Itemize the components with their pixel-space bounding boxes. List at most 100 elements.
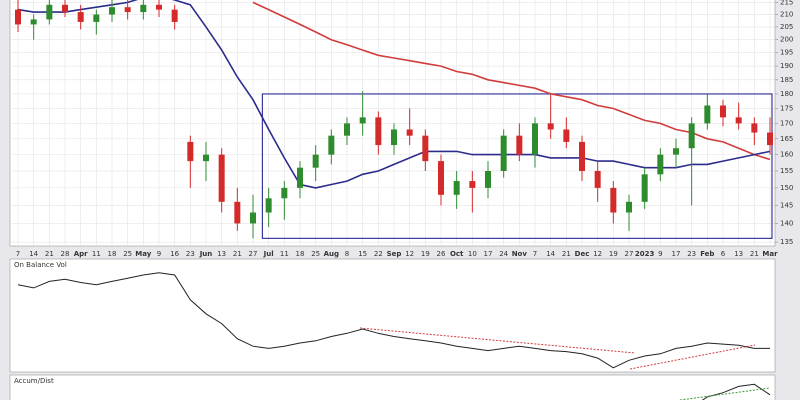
candle-body (218, 154, 225, 202)
trend-line (359, 327, 636, 354)
candle-body (751, 123, 758, 133)
x-tick-label: Oct (450, 250, 464, 258)
x-tick-label: 21 (45, 250, 54, 258)
candle-body (610, 187, 617, 213)
candle-body (375, 117, 382, 146)
candle-body (171, 9, 178, 22)
x-tick-label: 6 (721, 250, 726, 258)
candle-body (281, 187, 288, 199)
candle-body (30, 19, 37, 25)
candle-body (93, 14, 100, 22)
y-tick-label: 175 (780, 104, 793, 112)
candle-body (156, 4, 162, 10)
y-tick-label: 215 (780, 0, 793, 6)
candle-body (641, 174, 648, 202)
candle-body (438, 161, 444, 195)
line-series (252, 1, 771, 161)
candle-body (391, 129, 397, 146)
x-tick-label: May (135, 250, 151, 258)
candle-body (203, 154, 209, 162)
candle-body (109, 7, 115, 15)
candle-body (406, 129, 413, 136)
candle-body (328, 135, 335, 155)
candle-body (594, 170, 601, 188)
x-tick-label: 14 (29, 250, 38, 258)
candle-body (563, 129, 570, 142)
candle-body (187, 141, 194, 162)
y-tick-label: 135 (780, 238, 793, 246)
x-tick-label: 26 (437, 250, 446, 258)
x-tick-label: 24 (499, 250, 508, 258)
candle-body (735, 117, 742, 124)
line-series (17, 272, 770, 369)
x-tick-label: 14 (546, 250, 555, 258)
y-tick-label: 160 (780, 151, 793, 159)
candle-body (265, 198, 272, 213)
x-tick-label: 13 (734, 250, 743, 258)
panel-title: Accum/Dist (14, 377, 54, 385)
x-tick-label: Aug (324, 250, 339, 258)
y-tick-label: 185 (780, 76, 793, 84)
candle-body (469, 181, 476, 188)
x-tick-label: 13 (217, 250, 226, 258)
x-tick-label: 11 (92, 250, 101, 258)
x-tick-label: 2023 (635, 250, 655, 258)
candle-body (250, 212, 256, 224)
x-tick-label: 21 (750, 250, 759, 258)
x-tick-label: 9 (658, 250, 662, 258)
x-tick-label: Apr (74, 250, 88, 258)
y-tick-label: 150 (780, 184, 793, 192)
candle-body (62, 4, 68, 13)
x-tick-label: Jun (199, 250, 213, 258)
candle-body (124, 7, 131, 13)
x-tick-label: Jul (263, 250, 274, 258)
y-tick-label: 200 (780, 36, 793, 44)
x-tick-label: 12 (405, 250, 414, 258)
candle-body (516, 135, 523, 155)
y-tick-label: 210 (780, 11, 793, 19)
x-tick-label: 27 (625, 250, 634, 258)
x-tick-label: Feb (700, 250, 714, 258)
ad-panel (9, 374, 776, 400)
x-tick-label: 28 (61, 250, 70, 258)
trend-line (629, 344, 756, 370)
x-tick-label: 15 (358, 250, 367, 258)
x-tick-label: 22 (374, 250, 383, 258)
x-tick-label: 7 (533, 250, 537, 258)
x-tick-label: 11 (280, 250, 289, 258)
x-tick-label: Nov (512, 250, 528, 258)
candle-body (46, 4, 53, 20)
price-plot (10, 0, 775, 246)
y-tick-label: 180 (780, 90, 793, 98)
candle-body (312, 154, 319, 168)
x-tick-label: Sep (387, 250, 402, 258)
candle-body (704, 105, 711, 124)
candle-body (297, 167, 303, 188)
candle-body (234, 201, 241, 224)
y-tick-label: 170 (780, 119, 793, 127)
x-tick-label: Mar (762, 250, 778, 258)
price-panel (9, 0, 776, 247)
candle-body (453, 181, 460, 195)
trend-line (679, 387, 771, 400)
x-tick-label: 23 (687, 250, 696, 258)
candle-body (485, 170, 491, 188)
x-tick-label: 18 (296, 250, 305, 258)
labels: 135 140 145 150 155 160 165 170 175 180 185 190 195 2… (14, 0, 793, 385)
x-tick-label: 18 (108, 250, 117, 258)
y-tick-label: 190 (780, 62, 793, 70)
y-tick-label: 205 (780, 23, 793, 31)
candle-body (626, 201, 632, 213)
candle-body (344, 123, 350, 136)
x-tick-label: 12 (593, 250, 602, 258)
candle-body (422, 135, 429, 162)
line-series (701, 383, 771, 400)
x-tick-label: 21 (233, 250, 242, 258)
candle-body (140, 4, 147, 13)
ad-plot (679, 383, 771, 400)
y-tick-label: 155 (780, 167, 793, 175)
x-tick-label: 16 (170, 250, 179, 258)
x-tick-label: 19 (609, 250, 618, 258)
x-tick-label: Dec (575, 250, 590, 258)
